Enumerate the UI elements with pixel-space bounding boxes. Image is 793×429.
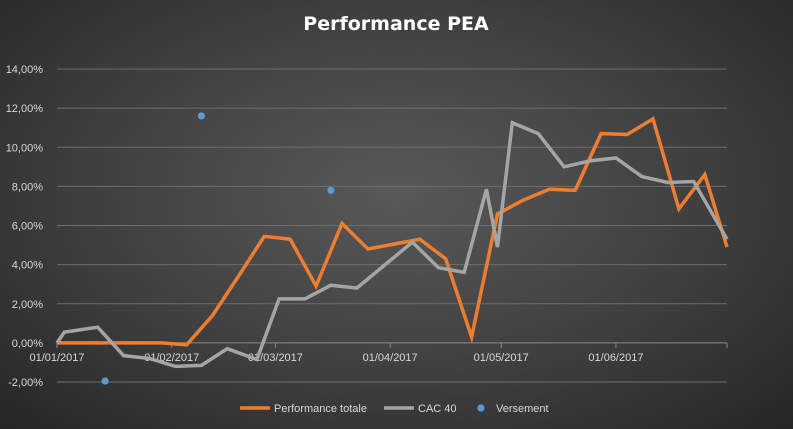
x-axis-ticks: 01/01/2017 01/02/2017 01/03/2017 01/04/2017… bbox=[29, 342, 728, 364]
legend-swatch-versement bbox=[477, 404, 485, 412]
legend-label-versement: Versement bbox=[496, 403, 549, 415]
y-tick-label: -2,00% bbox=[8, 377, 43, 389]
x-tick-label: 01/05/2017 bbox=[474, 352, 529, 364]
scatter-point-versement bbox=[101, 377, 109, 385]
series-line-cac-40 bbox=[55, 120, 729, 369]
y-tick-label: 0,00% bbox=[12, 338, 43, 350]
y-tick-label: 8,00% bbox=[12, 181, 43, 193]
series-line-performance-totale bbox=[57, 116, 729, 347]
x-tick-label: 01/03/2017 bbox=[248, 352, 303, 364]
scatter-point-versement bbox=[197, 112, 205, 120]
y-tick-label: 6,00% bbox=[12, 221, 43, 233]
series-layer bbox=[55, 112, 729, 385]
legend-label-performance-totale: Performance totale bbox=[274, 403, 367, 415]
y-tick-label: 12,00% bbox=[6, 103, 44, 115]
legend: Performance totale CAC 40 Versement bbox=[240, 403, 549, 415]
gridlines bbox=[57, 68, 727, 383]
y-tick-label: 2,00% bbox=[12, 299, 43, 311]
legend-label-cac-40: CAC 40 bbox=[418, 403, 457, 415]
chart-title: Performance PEA bbox=[303, 13, 489, 35]
x-tick-label: 01/06/2017 bbox=[588, 352, 643, 364]
scatter-point-versement bbox=[327, 186, 335, 194]
y-tick-label: 10,00% bbox=[6, 142, 44, 154]
y-tick-label: 14,00% bbox=[6, 64, 44, 76]
x-tick-label: 01/01/2017 bbox=[29, 352, 84, 364]
y-axis-ticks: -2,00% 0,00% 2,00% 4,00% 6,00% 8,00% 10,00% 12,… bbox=[6, 64, 44, 389]
y-tick-label: 4,00% bbox=[12, 260, 43, 272]
x-tick-label: 01/04/2017 bbox=[363, 352, 418, 364]
